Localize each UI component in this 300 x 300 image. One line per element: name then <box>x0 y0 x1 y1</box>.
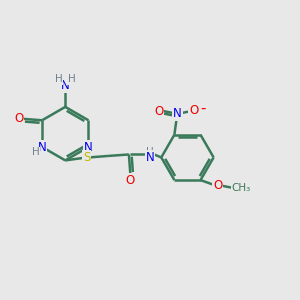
Text: N: N <box>173 107 182 120</box>
Text: N: N <box>38 140 46 154</box>
Text: N: N <box>61 79 70 92</box>
Text: -: - <box>200 101 206 116</box>
Text: N: N <box>84 140 93 154</box>
Text: H: H <box>55 74 63 84</box>
Text: O: O <box>213 179 222 192</box>
Text: H: H <box>32 147 40 158</box>
Text: O: O <box>14 112 24 125</box>
Text: CH₃: CH₃ <box>231 183 250 193</box>
Text: N: N <box>146 151 155 164</box>
Text: H: H <box>146 147 154 157</box>
Text: S: S <box>83 151 90 164</box>
Text: O: O <box>126 173 135 187</box>
Text: O: O <box>154 104 163 118</box>
Text: O: O <box>189 103 198 117</box>
Text: H: H <box>68 74 76 84</box>
